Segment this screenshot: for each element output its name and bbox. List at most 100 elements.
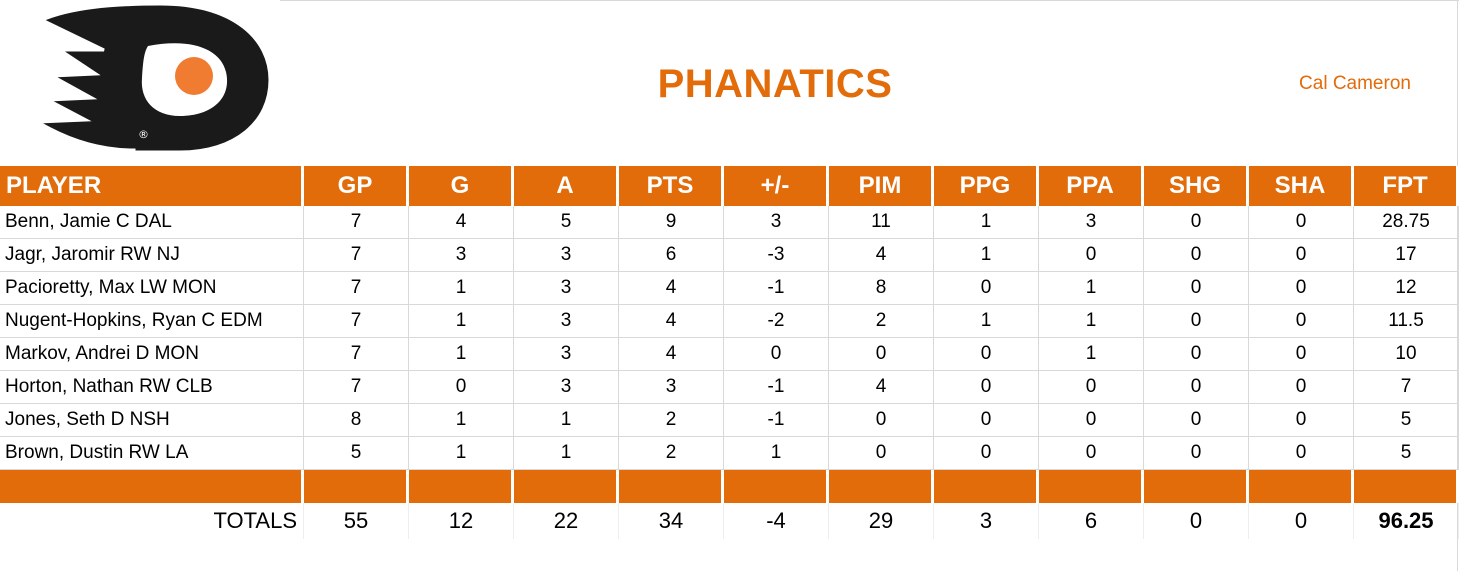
cell-pts: 2	[619, 404, 724, 437]
cell-sha: 0	[1249, 437, 1354, 470]
header-row: PLAYER GP G A PTS +/- PIM PPG PPA SHG SH…	[0, 166, 1459, 206]
cell-g: 1	[409, 305, 514, 338]
cell-ppg: 0	[934, 371, 1039, 404]
cell-fpt: 10	[1354, 338, 1459, 371]
table-row: Pacioretty, Max LW MON 7 1 3 4 -1 8 0 1 0 0 12	[0, 272, 1459, 305]
cell-ppg: 1	[934, 239, 1039, 272]
cell-sha: 0	[1249, 404, 1354, 437]
cell-a: 3	[514, 272, 619, 305]
cell-shg: 0	[1144, 437, 1249, 470]
cell-sha: 0	[1249, 371, 1354, 404]
cell-pts: 6	[619, 239, 724, 272]
totals-fpt: 96.25	[1354, 503, 1459, 539]
cell-gp: 7	[304, 305, 409, 338]
cell-gp: 7	[304, 272, 409, 305]
sheet-border-right	[1457, 0, 1458, 571]
cell-player: Pacioretty, Max LW MON	[0, 272, 304, 305]
cell-gp: 7	[304, 239, 409, 272]
cell-sha: 0	[1249, 272, 1354, 305]
col-header-fpt: FPT	[1354, 166, 1459, 206]
col-header-player: PLAYER	[0, 166, 304, 206]
cell-gp: 7	[304, 338, 409, 371]
col-header-ppa: PPA	[1039, 166, 1144, 206]
cell-shg: 0	[1144, 338, 1249, 371]
cell-a: 1	[514, 404, 619, 437]
cell-ppg: 0	[934, 272, 1039, 305]
cell-pim: 0	[829, 338, 934, 371]
cell-g: 1	[409, 437, 514, 470]
cell-g: 1	[409, 338, 514, 371]
cell-shg: 0	[1144, 404, 1249, 437]
cell-shg: 0	[1144, 371, 1249, 404]
cell-shg: 0	[1144, 206, 1249, 239]
cell-pim: 4	[829, 371, 934, 404]
totals-gp: 55	[304, 503, 409, 539]
totals-ppa: 6	[1039, 503, 1144, 539]
cell-fpt: 7	[1354, 371, 1459, 404]
cell-ppg: 1	[934, 305, 1039, 338]
cell-shg: 0	[1144, 239, 1249, 272]
cell-plus-minus: 1	[724, 437, 829, 470]
cell-sha: 0	[1249, 305, 1354, 338]
cell-fpt: 28.75	[1354, 206, 1459, 239]
player-rows: Benn, Jamie C DAL 7 4 5 9 3 11 1 3 0 0 28.75 Jagr, J…	[0, 206, 1459, 539]
cell-pim: 8	[829, 272, 934, 305]
cell-g: 0	[409, 371, 514, 404]
cell-shg: 0	[1144, 272, 1249, 305]
cell-plus-minus: 3	[724, 206, 829, 239]
cell-player: Benn, Jamie C DAL	[0, 206, 304, 239]
table-row: Markov, Andrei D MON 7 1 3 4 0 0 0 1 0 0 10	[0, 338, 1459, 371]
cell-sha: 0	[1249, 206, 1354, 239]
table-row: Jones, Seth D NSH 8 1 1 2 -1 0 0 0 0 0 5	[0, 404, 1459, 437]
col-header-ppg: PPG	[934, 166, 1039, 206]
cell-player: Jones, Seth D NSH	[0, 404, 304, 437]
cell-sha: 0	[1249, 239, 1354, 272]
flyers-logo-icon: ®	[32, 2, 272, 154]
col-header-pts: PTS	[619, 166, 724, 206]
totals-pim: 29	[829, 503, 934, 539]
cell-g: 4	[409, 206, 514, 239]
spacer-row	[0, 470, 1459, 503]
team-title: PHANATICS	[657, 62, 893, 106]
cell-pim: 0	[829, 437, 934, 470]
cell-pim: 2	[829, 305, 934, 338]
svg-text:®: ®	[138, 128, 149, 141]
cell-pts: 9	[619, 206, 724, 239]
cell-plus-minus: 0	[724, 338, 829, 371]
cell-gp: 7	[304, 371, 409, 404]
cell-g: 3	[409, 239, 514, 272]
cell-ppa: 0	[1039, 371, 1144, 404]
col-header-sha: SHA	[1249, 166, 1354, 206]
cell-player: Nugent-Hopkins, Ryan C EDM	[0, 305, 304, 338]
cell-a: 3	[514, 371, 619, 404]
cell-fpt: 11.5	[1354, 305, 1459, 338]
cell-plus-minus: -1	[724, 371, 829, 404]
cell-ppa: 0	[1039, 404, 1144, 437]
cell-pim: 0	[829, 404, 934, 437]
cell-gp: 5	[304, 437, 409, 470]
cell-ppg: 0	[934, 404, 1039, 437]
cell-a: 1	[514, 437, 619, 470]
table-row: Jagr, Jaromir RW NJ 7 3 3 6 -3 4 1 0 0 0 17	[0, 239, 1459, 272]
cell-pts: 4	[619, 272, 724, 305]
cell-a: 3	[514, 239, 619, 272]
cell-shg: 0	[1144, 305, 1249, 338]
cell-ppa: 0	[1039, 239, 1144, 272]
table-row: Brown, Dustin RW LA 5 1 1 2 1 0 0 0 0 0 5	[0, 437, 1459, 470]
cell-plus-minus: -2	[724, 305, 829, 338]
cell-ppa: 0	[1039, 437, 1144, 470]
cell-player: Brown, Dustin RW LA	[0, 437, 304, 470]
cell-g: 1	[409, 404, 514, 437]
cell-ppa: 1	[1039, 305, 1144, 338]
cell-fpt: 17	[1354, 239, 1459, 272]
totals-plus-minus: -4	[724, 503, 829, 539]
totals-pts: 34	[619, 503, 724, 539]
totals-row: TOTALS 55 12 22 34 -4 29 3 6 0 0 96.25	[0, 503, 1459, 539]
cell-pim: 11	[829, 206, 934, 239]
cell-plus-minus: -3	[724, 239, 829, 272]
cell-ppa: 1	[1039, 338, 1144, 371]
totals-a: 22	[514, 503, 619, 539]
totals-label: TOTALS	[0, 503, 304, 539]
cell-ppa: 1	[1039, 272, 1144, 305]
cell-pim: 4	[829, 239, 934, 272]
